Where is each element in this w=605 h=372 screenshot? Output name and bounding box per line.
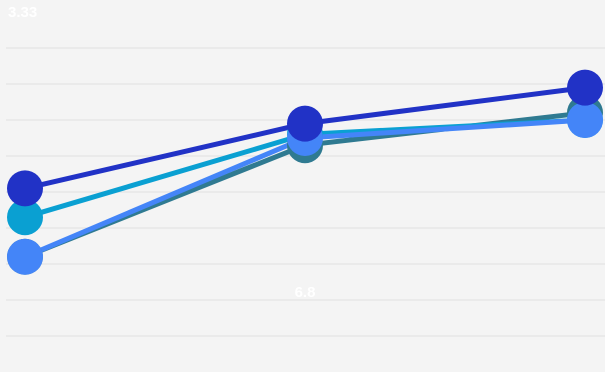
data-point-s3-1 [7, 238, 43, 275]
series-points [7, 69, 603, 275]
data-point-s4-2 [287, 105, 323, 142]
data-point-s4-3 [567, 69, 603, 106]
data-point-s3-3 [567, 102, 603, 138]
data-point-s4-1 [7, 170, 43, 207]
data-point-s2-1 [7, 199, 43, 236]
middle-annotation: 6.8 [295, 284, 316, 301]
corner-annotation: 3.33 [8, 4, 37, 21]
